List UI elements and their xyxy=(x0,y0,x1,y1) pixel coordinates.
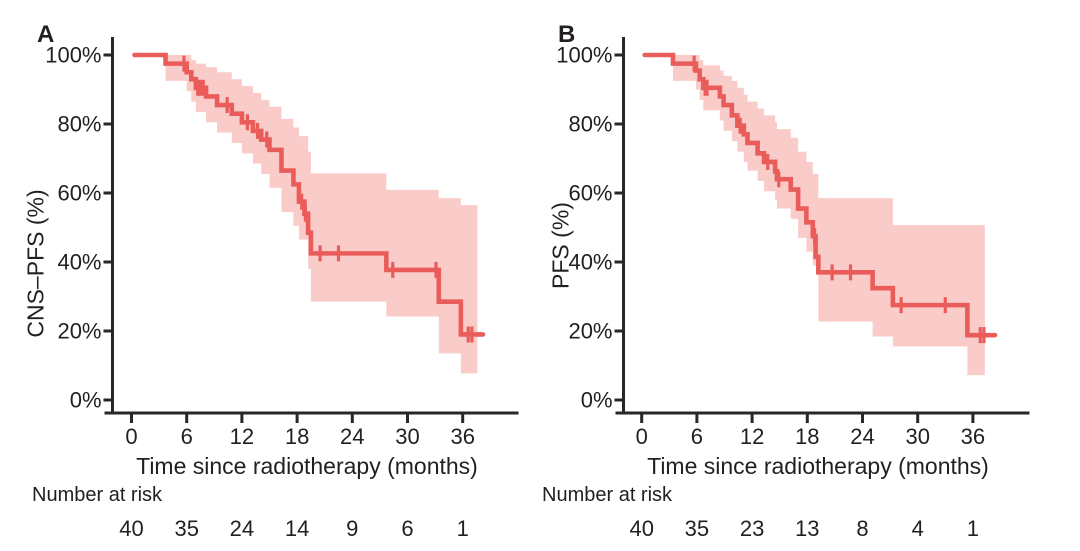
y-tick-label: 40% xyxy=(568,250,612,275)
x-tick-label: 30 xyxy=(395,424,419,449)
x-axis-ticks xyxy=(130,414,465,423)
x-tick-label: 0 xyxy=(636,424,648,449)
number-at-risk-count: 40 xyxy=(629,516,653,541)
number-at-risk-count: 8 xyxy=(856,516,868,541)
censor-ticks xyxy=(182,55,474,343)
number-at-risk-count: 24 xyxy=(230,516,254,541)
y-tick-label: 0% xyxy=(581,388,613,413)
confidence-band xyxy=(165,55,478,374)
x-tick-label: 24 xyxy=(850,424,874,449)
x-tick-label: 12 xyxy=(740,424,764,449)
y-tick-label: 60% xyxy=(57,181,101,206)
x-tick-label: 24 xyxy=(340,424,364,449)
km-curve xyxy=(642,52,998,338)
x-tick-label: 18 xyxy=(795,424,819,449)
x-axis-ticks xyxy=(640,414,975,423)
number-at-risk-count: 23 xyxy=(740,516,764,541)
censor-ticks xyxy=(692,55,986,344)
panel-b-y-axis-title: PFS (%) xyxy=(547,202,574,289)
x-tick-label: 6 xyxy=(691,424,703,449)
y-tick-label: 60% xyxy=(568,181,612,206)
km-panel-b: 0% 20% 40% 60% 80% 100% 0 6 12 18 24 30 36 40 35 23 13 8 4… xyxy=(540,0,1080,551)
x-tick-label: 36 xyxy=(961,424,985,449)
number-at-risk-count: 4 xyxy=(912,516,924,541)
km-panel-a: 0% 20% 40% 60% 80% 100% 0 6 12 18 24 30 36 40 35 24 14 9 6… xyxy=(22,21,519,541)
number-at-risk-count: 1 xyxy=(457,516,469,541)
y-tick-label: 100% xyxy=(556,43,612,68)
km-panel-b-chart: 0% 20% 40% 60% 80% 100% 0 6 12 18 24 30 36 40 35 23 13 8 4… xyxy=(556,37,1030,541)
number-at-risk-count: 1 xyxy=(967,516,979,541)
panel-a-letter: A xyxy=(37,21,55,48)
number-at-risk-count: 35 xyxy=(174,516,198,541)
number-at-risk-count: 13 xyxy=(795,516,819,541)
panel-b-x-axis-title: Time since radiotherapy (months) xyxy=(647,453,989,479)
x-tick-label: 36 xyxy=(450,424,474,449)
x-tick-label: 0 xyxy=(125,424,137,449)
y-tick-label: 20% xyxy=(57,319,101,344)
y-tick-label: 0% xyxy=(70,388,102,413)
y-axis-ticks xyxy=(103,53,113,402)
confidence-band xyxy=(672,55,985,376)
number-at-risk-count: 14 xyxy=(285,516,309,541)
panel-a-x-axis-title: Time since radiotherapy (months) xyxy=(136,453,478,479)
number-at-risk-count: 40 xyxy=(119,516,143,541)
y-tick-label: 100% xyxy=(45,43,101,68)
km-panel-a-chart: 0% 20% 40% 60% 80% 100% 0 6 12 18 24 30 36 40 35 24 14 9 6… xyxy=(45,37,519,541)
y-axis-ticks xyxy=(614,53,624,402)
x-tick-label: 18 xyxy=(285,424,309,449)
panel-a-number-at-risk-label: Number at risk xyxy=(32,484,163,506)
y-tick-label: 40% xyxy=(57,250,101,275)
x-tick-label: 12 xyxy=(230,424,254,449)
x-tick-label: 30 xyxy=(905,424,929,449)
y-tick-label: 80% xyxy=(568,112,612,137)
y-tick-label: 80% xyxy=(57,112,101,137)
number-at-risk-count: 6 xyxy=(401,516,413,541)
panel-b-letter: B xyxy=(558,21,576,48)
x-tick-label: 6 xyxy=(181,424,193,449)
number-at-risk-count: 35 xyxy=(685,516,709,541)
panel-a-y-axis-title: CNS–PFS (%) xyxy=(22,189,49,338)
number-at-risk-count: 9 xyxy=(346,516,358,541)
y-tick-label: 20% xyxy=(568,319,612,344)
panel-b-number-at-risk-label: Number at risk xyxy=(542,484,673,506)
